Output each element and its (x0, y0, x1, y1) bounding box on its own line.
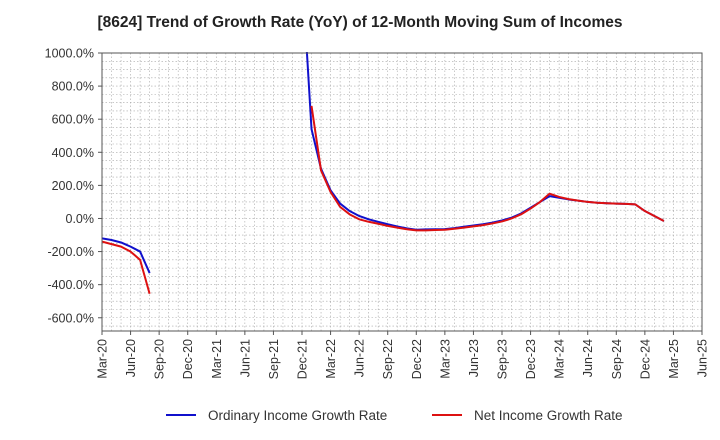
y-tick-label: -600.0% (47, 311, 94, 325)
y-tick-label: 200.0% (52, 179, 94, 193)
x-tick-label: Dec-20 (181, 339, 195, 379)
legend-item-2: Net Income Growth Rate (432, 404, 623, 426)
series-line-2 (102, 105, 665, 295)
x-tick-label: Jun-23 (467, 339, 481, 377)
series-segment (102, 237, 151, 274)
chart-title: [8624] Trend of Growth Rate (YoY) of 12-… (97, 14, 623, 31)
x-tick-label: Dec-22 (410, 339, 424, 379)
x-tick-label: Jun-24 (581, 339, 595, 377)
legend-label: Ordinary Income Growth Rate (208, 407, 388, 423)
x-tick-label: Sep-24 (610, 339, 624, 379)
series-segment (102, 240, 151, 295)
x-tick-label: Dec-21 (296, 339, 310, 379)
y-tick-label: 0.0% (66, 212, 95, 226)
legend-label: Net Income Growth Rate (474, 407, 623, 423)
x-tick-label: Dec-24 (638, 339, 652, 379)
x-tick-label: Jun-22 (353, 339, 367, 377)
x-tick-label: Sep-20 (153, 339, 167, 379)
y-tick-label: 400.0% (52, 146, 94, 160)
x-tick-label: Mar-20 (96, 339, 110, 379)
x-tick-label: Sep-23 (496, 339, 510, 379)
x-tick-label: Sep-22 (381, 339, 395, 379)
legend-swatch (432, 414, 462, 416)
x-tick-label: Jun-21 (238, 339, 252, 377)
x-tick-label: Mar-21 (210, 339, 224, 379)
series-segment (310, 105, 665, 232)
x-tick-label: Jun-25 (696, 339, 710, 377)
legend: Ordinary Income Growth Rate Net Income Gr… (0, 404, 720, 426)
x-tick-label: Mar-22 (324, 339, 338, 379)
y-tick-label: -400.0% (47, 278, 94, 292)
series-layer (102, 52, 665, 295)
x-tick-label: Mar-23 (438, 339, 452, 379)
legend-swatch (166, 414, 196, 416)
x-tick-label: Jun-20 (124, 339, 138, 377)
legend-item-1: Ordinary Income Growth Rate (166, 404, 387, 426)
axis-layer: 1000.0% 800.0% 600.0% 400.0% 200.0% 0.0% -200.… (45, 47, 710, 380)
y-tick-label: -200.0% (47, 245, 94, 259)
grid-layer (101, 52, 703, 331)
x-tick-label: Mar-24 (553, 339, 567, 379)
y-tick-label: 800.0% (52, 80, 94, 94)
y-tick-label: 600.0% (52, 113, 94, 127)
y-tick-label: 1000.0% (45, 47, 94, 61)
x-tick-label: Mar-25 (667, 339, 681, 379)
plot-area (102, 53, 702, 331)
plot-frame (101, 52, 703, 332)
x-tick-label: Sep-21 (267, 339, 281, 379)
x-tick-label: Dec-23 (524, 339, 538, 379)
